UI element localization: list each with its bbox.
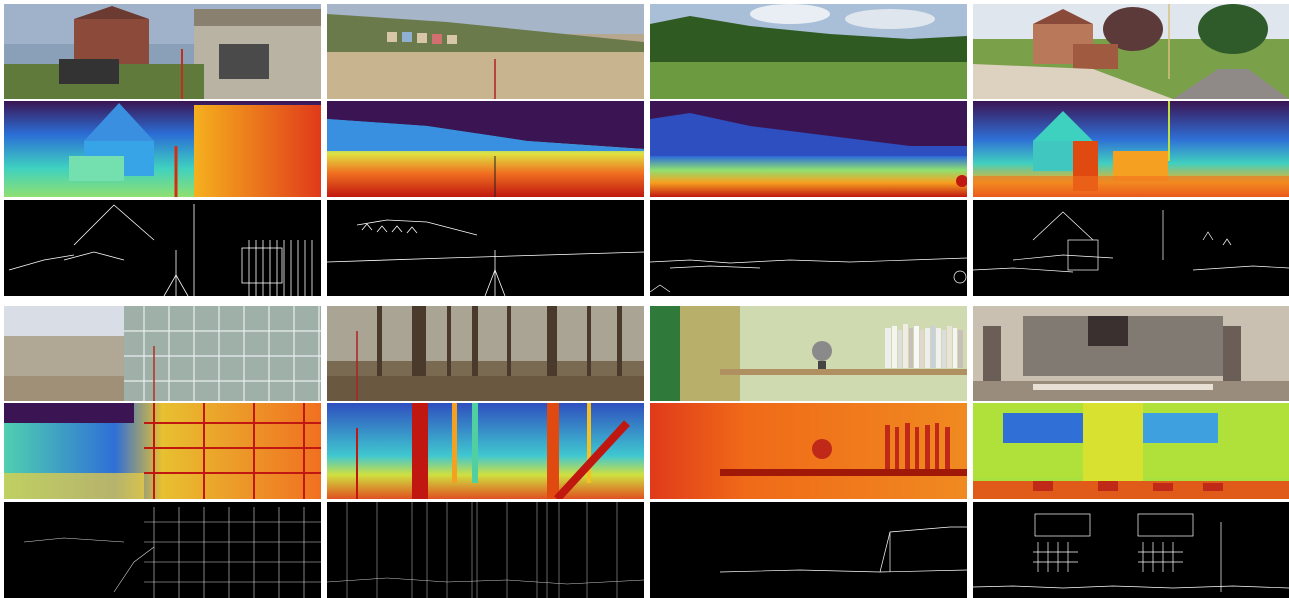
edges-office-room: [973, 502, 1289, 598]
edges-forest: [327, 502, 644, 598]
depth-forest: [327, 403, 644, 499]
depth-house-shed: [4, 101, 321, 197]
depth-beach-huts: [327, 101, 644, 197]
rgb-office-room: [973, 306, 1289, 401]
edges-bookshelf: [650, 502, 967, 598]
rgb-field: [650, 4, 967, 99]
rgb-forest: [327, 306, 644, 401]
edges-greenhouse: [4, 502, 321, 598]
depth-field: [650, 101, 967, 197]
depth-office-room: [973, 403, 1289, 499]
depth-brick-house-road: [973, 101, 1289, 197]
rgb-greenhouse: [4, 306, 321, 401]
depth-bookshelf: [650, 403, 967, 499]
rgb-beach-huts: [327, 4, 644, 99]
rgb-brick-house-road: [973, 4, 1289, 99]
rgb-bookshelf: [650, 306, 967, 401]
rgb-house-shed: [4, 4, 321, 99]
edges-field: [650, 200, 967, 296]
edges-house-shed: [4, 200, 321, 296]
edges-brick-house-road: [973, 200, 1289, 296]
depth-greenhouse: [4, 403, 321, 499]
edges-beach-huts: [327, 200, 644, 296]
